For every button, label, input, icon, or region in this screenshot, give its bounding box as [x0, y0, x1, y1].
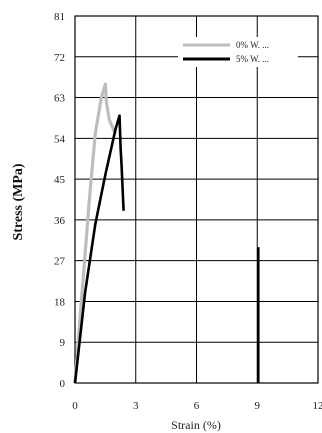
y-tick-label: 36 — [54, 215, 66, 227]
plot-border — [74, 15, 319, 384]
x-tick-label: 12 — [313, 400, 322, 412]
x-tick-labels: 0 3 6 9 12 — [72, 400, 322, 412]
y-tick-labels: 0 9 18 27 36 45 54 63 72 81 — [54, 11, 66, 390]
x-axis-title: Strain (%) — [171, 418, 221, 432]
series-line-0 — [73, 82, 117, 384]
y-tick-label: 27 — [54, 256, 66, 268]
grid — [74, 15, 319, 384]
plot-frame — [74, 15, 319, 384]
legend: 0% W. ... 5% W. ... — [178, 37, 298, 67]
y-tick-label: 0 — [60, 378, 66, 390]
y-tick-label: 18 — [54, 296, 66, 308]
x-tick-label: 0 — [72, 400, 78, 412]
legend-box — [178, 37, 298, 67]
series-group — [73, 82, 260, 384]
x-tick-label: 6 — [194, 400, 200, 412]
legend-label-1: 5% W. ... — [236, 54, 269, 64]
legend-label-0: 0% W. ... — [236, 40, 269, 50]
y-tick-label: 9 — [60, 337, 66, 349]
y-tick-label: 81 — [54, 11, 65, 23]
y-tick-label: 45 — [54, 174, 66, 186]
x-tick-label: 3 — [133, 400, 139, 412]
y-tick-label: 54 — [54, 133, 66, 145]
x-tick-label: 9 — [255, 400, 261, 412]
series-line-1 — [73, 114, 125, 384]
y-tick-label: 63 — [54, 93, 66, 105]
y-tick-label: 72 — [54, 52, 65, 64]
y-axis-title: Stress (MPa) — [11, 163, 26, 240]
